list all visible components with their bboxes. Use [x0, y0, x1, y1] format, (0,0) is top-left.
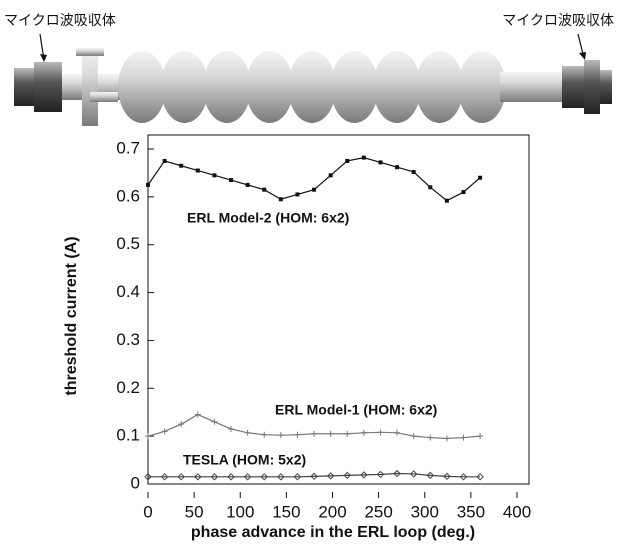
series-label: TESLA (HOM: 5x2): [183, 452, 306, 468]
point: [312, 188, 316, 192]
point: [279, 197, 283, 201]
y-tick-label: 0.2: [116, 378, 140, 397]
point: [362, 156, 366, 160]
point: [361, 430, 367, 436]
point: [163, 159, 167, 163]
point: [229, 178, 233, 182]
x-tick-label: 400: [503, 502, 531, 521]
point: [395, 165, 399, 169]
point: [460, 435, 466, 441]
point: [412, 170, 416, 174]
point: [178, 421, 184, 427]
x-tick-label: 0: [143, 502, 152, 521]
x-tick-label: 100: [226, 502, 254, 521]
point: [246, 183, 250, 187]
point: [262, 188, 266, 192]
point: [228, 426, 234, 432]
cavity-cell: [458, 51, 506, 123]
point: [295, 192, 299, 196]
cavity-cell: [373, 51, 421, 123]
x-tick-label: 150: [272, 502, 300, 521]
y-tick-label: 0.6: [116, 186, 140, 205]
point: [444, 436, 450, 442]
x-tick-label: 250: [364, 502, 392, 521]
y-tick-label: 0.1: [116, 426, 140, 445]
y-axis-label: threshold current (A): [63, 236, 80, 395]
point: [427, 435, 433, 441]
cavity-cell: [416, 51, 464, 123]
point: [195, 412, 201, 418]
cavity-cell: [203, 51, 251, 123]
point: [278, 432, 284, 438]
cavity-cell: [161, 51, 209, 123]
point: [477, 433, 483, 439]
point: [378, 160, 382, 164]
series-line: [148, 158, 480, 201]
point: [294, 432, 300, 438]
diagram-label: マイクロ波吸収体: [4, 13, 116, 29]
point: [211, 419, 217, 425]
point: [445, 199, 449, 203]
figure: マイクロ波吸収体 マイクロ波吸収体 phase advance in the E…: [0, 0, 618, 544]
point: [245, 430, 251, 436]
series-label: ERL Model-1 (HOM: 6x2): [275, 402, 437, 418]
cavity-cell: [118, 51, 166, 123]
x-axis-label: phase advance in the ERL loop (deg.): [191, 524, 475, 541]
point: [411, 433, 417, 439]
point: [145, 433, 151, 439]
point: [162, 428, 168, 434]
point: [179, 164, 183, 168]
point: [212, 173, 216, 177]
x-tick-label: 200: [318, 502, 346, 521]
point: [478, 176, 482, 180]
point: [261, 432, 267, 438]
point: [394, 430, 400, 436]
cavity-cell: [331, 51, 379, 123]
y-tick-label: 0: [131, 473, 140, 492]
x-tick-label: 350: [457, 502, 485, 521]
x-tick-label: 50: [185, 502, 204, 521]
point: [196, 169, 200, 173]
x-tick-label: 300: [411, 502, 439, 521]
y-tick-label: 0.7: [116, 138, 140, 157]
point: [329, 173, 333, 177]
y-tick-label: 0.3: [116, 330, 140, 349]
diagram-label: マイクロ波吸収体: [502, 13, 614, 29]
y-tick-label: 0.5: [116, 234, 140, 253]
point: [146, 183, 150, 187]
point: [345, 159, 349, 163]
point: [328, 431, 334, 437]
point: [428, 185, 432, 189]
y-tick-label: 0.4: [116, 282, 140, 301]
cavity-cell: [288, 51, 336, 123]
series-label: ERL Model-2 (HOM: 6x2): [187, 210, 349, 226]
plot-frame: [148, 135, 529, 484]
point: [377, 429, 383, 435]
point: [311, 431, 317, 437]
cavity-diagram: マイクロ波吸収体 マイクロ波吸収体: [4, 13, 614, 126]
cavity-cell: [246, 51, 294, 123]
point: [461, 190, 465, 194]
point: [344, 431, 350, 437]
